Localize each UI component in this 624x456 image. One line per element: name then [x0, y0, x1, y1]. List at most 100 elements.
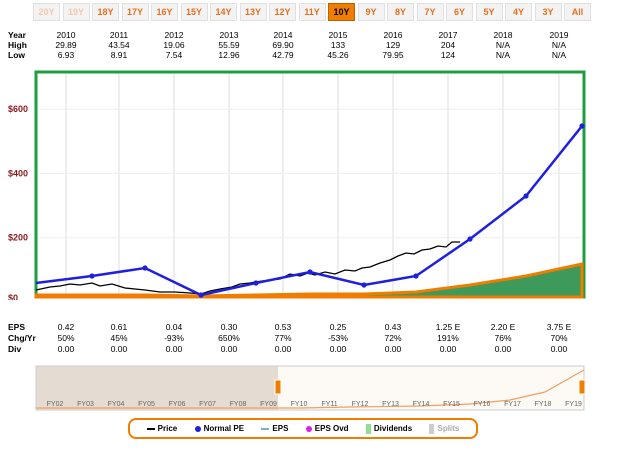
tab-18y[interactable]: 18Y: [92, 3, 119, 21]
navigator-label: FY10: [291, 401, 308, 408]
cell-chg: 191%: [437, 333, 459, 343]
tab-12y[interactable]: 12Y: [269, 3, 296, 21]
tab-20y[interactable]: 20Y: [33, 3, 60, 21]
legend-item[interactable]: Dividends: [365, 423, 412, 434]
cell-year: 2013: [219, 30, 239, 40]
row-label-eps: EPS: [8, 322, 26, 332]
tab-15y[interactable]: 15Y: [180, 3, 208, 21]
cell-div: 0.00: [384, 344, 402, 354]
cell-div: 0.00: [494, 344, 512, 354]
tab-11y[interactable]: 11Y: [298, 3, 326, 21]
navigator-label: FY04: [108, 401, 125, 408]
tab-4y[interactable]: 4Y: [505, 3, 532, 21]
cell-eps: 0.04: [165, 322, 183, 332]
navigator-label: FY03: [77, 401, 94, 408]
dot-icon: [194, 425, 201, 432]
normal-pe-point: [142, 265, 148, 271]
cell-high: 133: [330, 40, 346, 50]
tab-6y[interactable]: 6Y: [446, 3, 473, 21]
tab-13y[interactable]: 13Y: [239, 3, 267, 21]
legend-item[interactable]: Price: [146, 424, 178, 433]
tab-5y[interactable]: 5Y: [475, 3, 503, 21]
tab-9y[interactable]: 9Y: [357, 3, 385, 21]
navigator-right-handle[interactable]: [578, 379, 586, 395]
legend-label: EPS Ovd: [314, 424, 349, 433]
normal-pe-point: [307, 269, 313, 275]
cell-low: 12.96: [218, 50, 240, 60]
legend-label: Splits: [437, 424, 460, 433]
normal-pe-point: [467, 236, 473, 242]
tab-16y[interactable]: 16Y: [151, 3, 178, 21]
navigator-label: FY11: [321, 401, 337, 408]
cell-high: 29.89: [55, 40, 77, 50]
cell-eps: 0.43: [384, 322, 402, 332]
navigator-label: FY06: [169, 401, 186, 408]
legend-item[interactable]: EPS: [261, 424, 288, 433]
normal-pe-point: [579, 123, 585, 129]
cell-eps: 0.25: [329, 322, 347, 332]
navigator-label: FY05: [138, 401, 155, 408]
tab-19y[interactable]: 19Y: [62, 3, 90, 21]
cell-eps: 0.42: [57, 322, 75, 332]
navigator-label: FY02: [47, 401, 64, 408]
cell-high: N/A: [495, 40, 511, 50]
cell-year: 2016: [383, 30, 403, 40]
cell-chg: 50%: [57, 333, 75, 343]
tab-all[interactable]: All: [564, 3, 591, 21]
legend-item[interactable]: Splits: [429, 423, 460, 434]
cell-chg: 45%: [110, 333, 128, 343]
tab-3y[interactable]: 3Y: [534, 3, 562, 21]
range-navigator[interactable]: FY02 FY03 FY04 FY05 FY06 FY07 FY08 FY09 FY10 FY11…: [0, 362, 624, 422]
chart: $600$400$200$0 FY Date12/1012/1112/1212/…: [8, 70, 586, 300]
navigator-label: FY08: [230, 401, 247, 408]
cell-chg: -93%: [164, 333, 184, 343]
cell-eps: 1.25 E: [435, 322, 461, 332]
normal-pe-point: [198, 292, 204, 298]
legend-item[interactable]: EPS Ovd: [305, 424, 349, 433]
cell-year: 2010: [56, 30, 76, 40]
navigator-label: FY19: [565, 401, 582, 408]
cell-high: 204: [440, 40, 456, 50]
cell-div: 0.00: [550, 344, 568, 354]
tab-10y[interactable]: 10Y: [328, 3, 355, 21]
legend-label: Price: [157, 424, 178, 433]
cell-low: 79.95: [382, 50, 404, 60]
normal-pe-point: [89, 273, 95, 279]
cell-eps: 0.53: [274, 322, 292, 332]
cell-low: N/A: [495, 50, 511, 60]
cell-year: 2017: [438, 30, 458, 40]
navigator-label: FY13: [382, 401, 399, 408]
cell-div: 0.00: [220, 344, 238, 354]
tab-14y[interactable]: 14Y: [210, 3, 237, 21]
cell-low: 7.54: [165, 50, 183, 60]
cell-low: N/A: [551, 50, 567, 60]
cell-high: 19.06: [163, 40, 185, 50]
cell-eps: 2.20 E: [490, 322, 516, 332]
navigator-left-handle[interactable]: [274, 379, 282, 395]
cell-low: 45.26: [327, 50, 349, 60]
cell-chg: 72%: [384, 333, 402, 343]
normal-pe-point: [523, 193, 529, 199]
row-label-low: Low: [8, 50, 25, 60]
cell-chg: 70%: [550, 333, 568, 343]
cell-year: 2019: [549, 30, 569, 40]
legend-label: Normal PE: [203, 424, 245, 433]
swatch-icon: [365, 423, 371, 434]
legend-item[interactable]: Normal PE: [194, 424, 245, 433]
cell-eps: 3.75 E: [546, 322, 572, 332]
tab-17y[interactable]: 17Y: [121, 3, 149, 21]
cell-year: 2018: [493, 30, 513, 40]
navigator-label: FY12: [352, 401, 369, 408]
tab-7y[interactable]: 7Y: [416, 3, 444, 21]
line-icon: [261, 427, 270, 430]
cell-high: 55.59: [218, 40, 240, 50]
normal-pe-point: [413, 273, 419, 279]
cell-chg: 77%: [274, 333, 292, 343]
cell-low: 42.79: [272, 50, 294, 60]
cell-div: 0.00: [57, 344, 75, 354]
tab-8y[interactable]: 8Y: [387, 3, 414, 21]
navigator-eps-curve: [36, 369, 585, 409]
navigator-label: FY15: [443, 401, 460, 408]
navigator-label: FY14: [413, 401, 430, 408]
navigator-label: FY09: [260, 401, 277, 408]
